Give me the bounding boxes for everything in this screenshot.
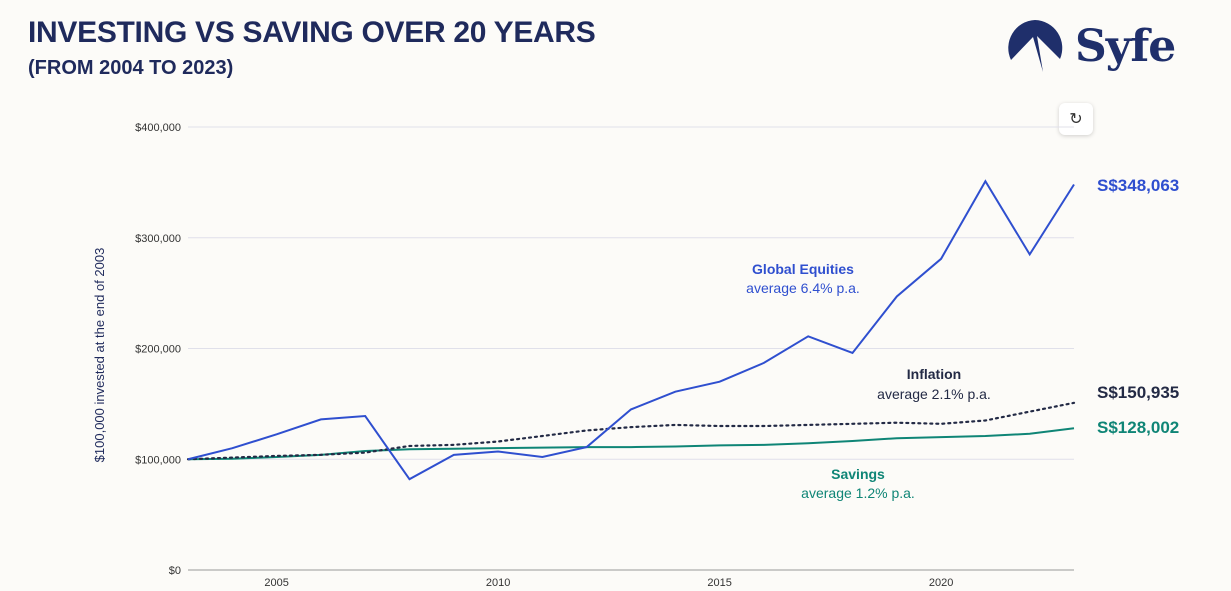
series-name-label: Savings [831, 466, 885, 482]
y-tick-label: $300,000 [135, 233, 181, 245]
series-line-savings[interactable] [187, 427, 1075, 461]
series-name-label: Inflation [907, 366, 961, 382]
refresh-icon: ↻ [1069, 111, 1083, 128]
series-annotation: average 1.2% p.a. [801, 485, 915, 501]
logo-text: Syfe [1075, 20, 1176, 72]
series-line-global-equities[interactable] [187, 179, 1075, 481]
page-subtitle: (FROM 2004 TO 2023) [28, 57, 234, 79]
series-line-inflation[interactable] [186, 401, 1076, 461]
y-tick-label: $0 [169, 565, 181, 577]
end-value-label: S$150,935 [1097, 383, 1179, 402]
series-name-label: Global Equities [752, 261, 854, 277]
end-value-label: S$348,063 [1097, 176, 1179, 195]
x-tick-label: 2005 [264, 577, 288, 589]
reset-zoom-button[interactable]: ↻ [1059, 103, 1093, 135]
series-annotation: average 2.1% p.a. [877, 386, 991, 402]
y-axis-label: $100,000 invested at the end of 2003 [92, 248, 107, 463]
y-tick-label: $400,000 [135, 122, 181, 134]
x-tick-label: 2015 [707, 577, 731, 589]
x-tick-label: 2010 [486, 577, 510, 589]
y-tick-label: $100,000 [135, 454, 181, 466]
series-annotation: average 6.4% p.a. [746, 280, 860, 296]
x-tick-label: 2020 [929, 577, 953, 589]
page-title: INVESTING VS SAVING OVER 20 YEARS [28, 16, 596, 49]
y-tick-label: $200,000 [135, 344, 181, 356]
syfe-logo: Syfe [1005, 18, 1176, 74]
end-value-label: S$128,002 [1097, 418, 1179, 437]
logo-mark-icon [1008, 20, 1063, 72]
